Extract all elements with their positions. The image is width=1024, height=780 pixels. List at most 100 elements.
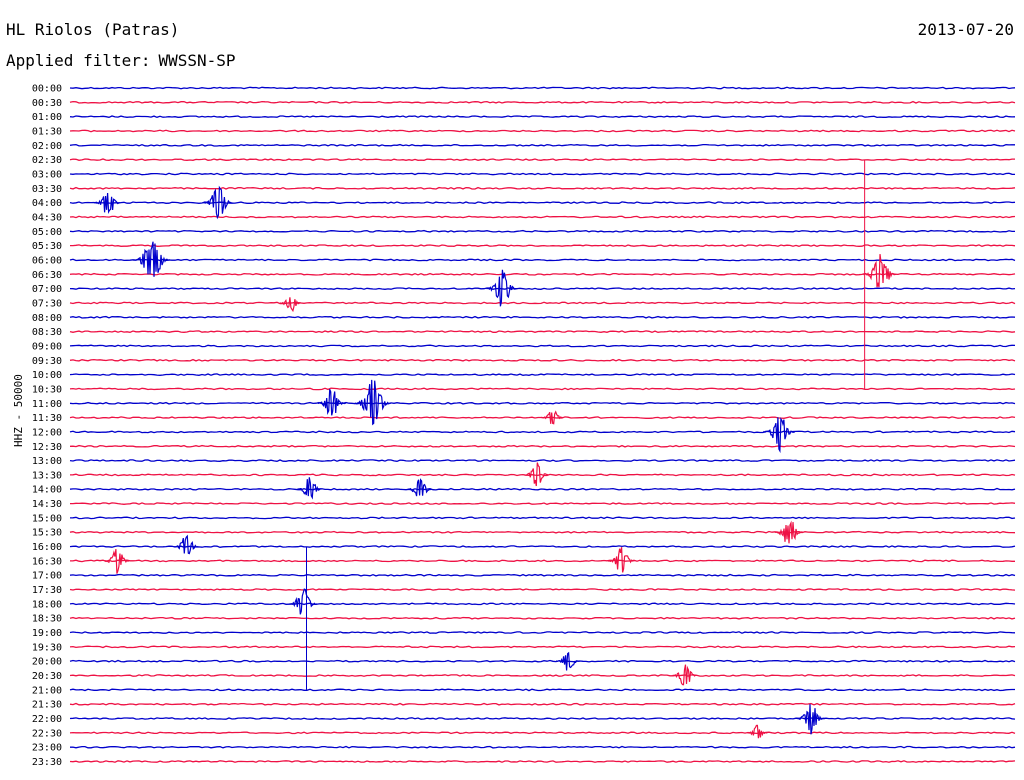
trace-line [69, 129, 1016, 133]
time-row-label: 00:00 [32, 84, 62, 95]
trace-line [69, 100, 1016, 104]
trace-line [69, 143, 1015, 147]
time-row-label: 02:30 [32, 155, 62, 166]
seismic-event [608, 547, 635, 573]
time-row-label: 14:30 [32, 499, 62, 510]
trace-line [69, 172, 1016, 176]
seismic-event [541, 410, 563, 425]
time-row-label: 02:00 [32, 141, 62, 152]
trace-line [69, 215, 1016, 219]
seismic-event [94, 192, 121, 215]
filter-info: Applied filter: WWSSN-SP [6, 51, 236, 70]
time-row-label: 17:30 [32, 585, 62, 596]
time-row-label: 03:30 [32, 184, 62, 195]
time-row-label: 10:00 [32, 370, 62, 381]
time-row-label: 13:00 [32, 456, 62, 467]
time-row-label: 05:00 [32, 227, 62, 238]
trace-line [69, 115, 1016, 119]
time-row-label: 09:00 [32, 341, 62, 352]
trace-line [69, 186, 1016, 190]
time-row-label: 22:00 [32, 714, 62, 725]
time-row-label: 04:30 [32, 212, 62, 223]
station-title: HL Riolos (Patras) [6, 20, 180, 39]
time-row-label: 21:00 [32, 685, 62, 696]
seismic-event [672, 664, 697, 686]
seismic-event [317, 388, 346, 416]
time-row-label: 05:30 [32, 241, 62, 252]
seismic-event [289, 588, 318, 615]
trace-line [69, 674, 1016, 677]
time-row-label: 11:00 [32, 399, 62, 410]
time-row-label: 19:00 [32, 628, 62, 639]
time-row-label: 08:30 [32, 327, 62, 338]
time-row-label: 19:30 [32, 642, 62, 653]
time-row-label: 20:00 [32, 657, 62, 668]
trace-line [69, 717, 1016, 720]
time-row-label: 17:00 [32, 571, 62, 582]
seismic-event [174, 534, 199, 555]
trace-line [69, 287, 1016, 290]
time-row-label: 11:30 [32, 413, 62, 424]
seismic-event [485, 269, 518, 307]
time-row-label: 15:00 [32, 513, 62, 524]
seismic-event [297, 477, 322, 500]
trace-line [69, 258, 1016, 262]
trace-line [69, 158, 1015, 161]
trace-line [69, 688, 1015, 692]
seismic-event [104, 549, 130, 574]
time-row-label: 09:30 [32, 356, 62, 367]
trace-line [69, 330, 1016, 333]
trace-line [69, 86, 1016, 90]
seismic-event [556, 651, 580, 671]
trace-line [69, 645, 1016, 649]
time-row-label: 10:30 [32, 384, 62, 395]
time-row-label: 06:30 [32, 270, 62, 281]
time-row-label: 23:00 [32, 743, 62, 754]
seismic-event [354, 379, 391, 426]
time-row-label: 16:00 [32, 542, 62, 553]
trace-line [69, 430, 1016, 434]
filter-label: Applied filter: [6, 51, 151, 70]
seismic-event [763, 417, 796, 454]
trace-line [69, 545, 1016, 548]
trace-line [69, 459, 1016, 462]
trace-line [69, 659, 1016, 663]
time-row-label: 15:30 [32, 528, 62, 539]
trace-line [69, 201, 1016, 204]
trace-line [69, 602, 1016, 606]
seismic-event [407, 478, 432, 497]
time-row-label: 13:30 [32, 470, 62, 481]
seismic-event [796, 704, 826, 735]
seismic-event [774, 520, 804, 544]
trace-line [69, 373, 1016, 376]
trace-line [69, 573, 1016, 577]
trace-line [69, 487, 1016, 491]
trace-line [69, 444, 1016, 448]
trace-line [69, 358, 1016, 362]
time-row-label: 18:30 [32, 614, 62, 625]
time-row-label: 04:00 [32, 198, 62, 209]
time-row-label: 22:30 [32, 728, 62, 739]
trace-line [70, 244, 1016, 247]
time-row-label: 06:00 [32, 255, 62, 266]
trace-line [69, 516, 1016, 520]
filter-value: WWSSN-SP [158, 51, 236, 70]
trace-line [69, 760, 1016, 763]
time-row-label: 01:30 [32, 126, 62, 137]
trace-line [69, 344, 1016, 348]
time-row-label: 14:00 [32, 485, 62, 496]
trace-line [69, 631, 1016, 634]
plot-date: 2013-07-20 [917, 20, 1014, 39]
time-row-label: 12:30 [32, 442, 62, 453]
seismic-event [202, 185, 233, 220]
time-row-label: 07:30 [32, 298, 62, 309]
trace-line [69, 745, 1016, 749]
seismic-event [523, 462, 549, 487]
time-row-label: 08:00 [32, 313, 62, 324]
seismic-event [133, 241, 171, 277]
trace-line [70, 502, 1016, 505]
trace-line [69, 473, 1016, 477]
seismic-event [747, 724, 768, 739]
trace-line [69, 530, 1016, 534]
trace-line [69, 272, 1016, 276]
